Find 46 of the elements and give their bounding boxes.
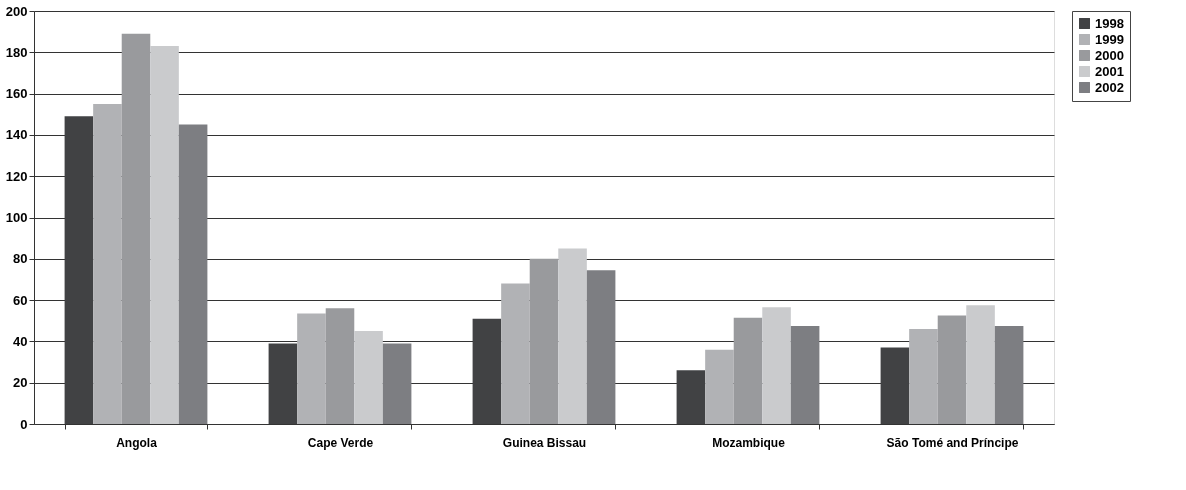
x-tick-label: Angola — [116, 435, 158, 450]
bar — [586, 270, 616, 424]
y-tick-label: 120 — [5, 168, 28, 184]
bar — [93, 103, 122, 424]
legend-label: 2000 — [1095, 47, 1124, 63]
bar — [472, 318, 502, 424]
bar — [790, 325, 820, 424]
bar — [880, 347, 910, 424]
y-tick-label: 60 — [13, 292, 28, 308]
bar — [529, 258, 559, 424]
bar — [966, 305, 995, 424]
y-tick-label: 140 — [5, 127, 28, 143]
y-tick-label: 100 — [5, 210, 28, 225]
y-tick-label: 0 — [20, 416, 28, 432]
y-tick-label: 200 — [5, 3, 28, 19]
bar — [382, 343, 412, 424]
legend-label: 1998 — [1095, 15, 1124, 31]
y-tick-label: 20 — [13, 375, 28, 391]
bar — [501, 283, 530, 424]
legend-label: 2002 — [1095, 79, 1124, 95]
x-tick-label: Mozambique — [712, 435, 786, 450]
x-tick-label: Cape Verde — [307, 435, 374, 450]
bar — [705, 349, 734, 424]
bar — [178, 124, 208, 424]
bar — [150, 46, 179, 424]
y-tick-label: 40 — [13, 333, 28, 349]
bar — [676, 370, 706, 424]
bar — [64, 116, 94, 424]
bar — [994, 325, 1024, 424]
bar — [733, 317, 763, 424]
legend-label: 1999 — [1095, 31, 1124, 47]
x-tick-label: Guinea Bissau — [502, 435, 587, 450]
bar — [297, 313, 326, 424]
bar — [268, 343, 298, 424]
bar — [558, 248, 587, 424]
x-tick-label: São Tomé and Príncipe — [886, 435, 1019, 450]
bar — [121, 33, 151, 424]
bar — [325, 308, 355, 424]
y-tick-label: 180 — [5, 44, 28, 60]
y-tick-label: 160 — [5, 86, 28, 102]
y-tick-label: 80 — [13, 251, 28, 267]
bar — [909, 329, 938, 424]
legend-label: 2001 — [1095, 63, 1124, 79]
bar — [937, 315, 967, 424]
bar — [762, 307, 791, 424]
bar — [354, 331, 383, 424]
